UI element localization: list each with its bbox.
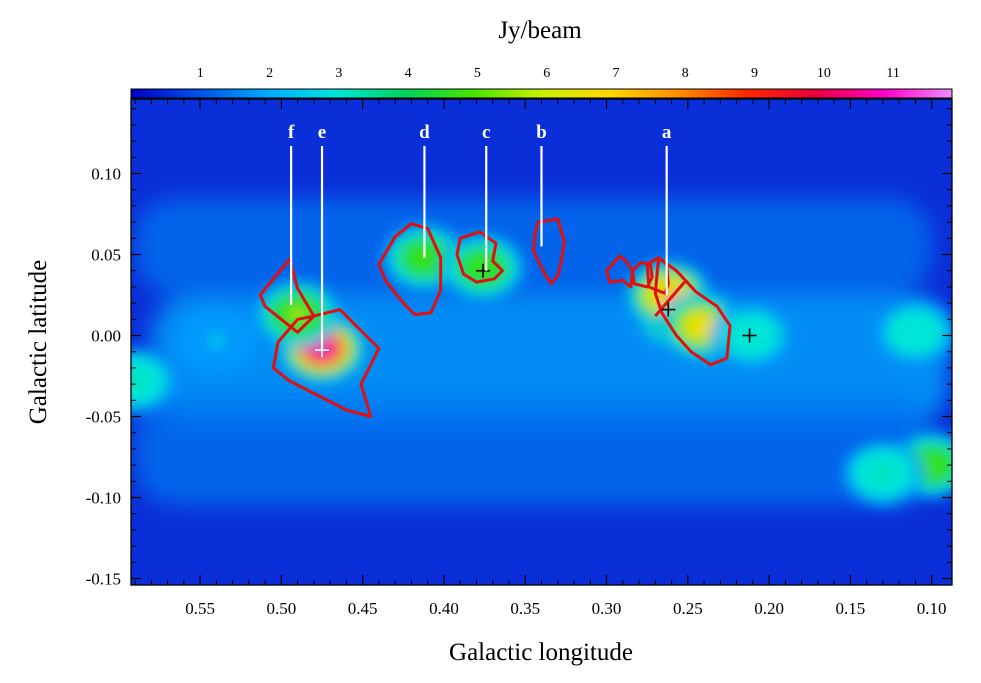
emission-peak-core bbox=[693, 319, 708, 332]
region-a-outline bbox=[605, 254, 634, 289]
region-a-label: a bbox=[662, 122, 672, 143]
emission-peak-core bbox=[131, 374, 143, 387]
x-tick-label: 0.55 bbox=[185, 599, 215, 618]
y-tick-label: -0.05 bbox=[86, 408, 121, 427]
region-e-outline bbox=[271, 308, 381, 418]
heatmap-image bbox=[131, 99, 952, 585]
colorbar-tick-label: 9 bbox=[751, 66, 758, 81]
x-tick-label: 0.15 bbox=[836, 599, 866, 618]
region-a-divider bbox=[654, 281, 686, 318]
region-b-outline bbox=[531, 217, 566, 286]
region-a-sub-outline-2 bbox=[631, 261, 654, 289]
x-tick-label: 0.40 bbox=[429, 599, 459, 618]
x-tick-label: 0.10 bbox=[917, 599, 947, 618]
region-c-label: c bbox=[482, 122, 490, 143]
emission-band bbox=[135, 392, 932, 506]
colorbar-tick-label: 3 bbox=[335, 66, 342, 81]
x-axis-ticks: 0.55 0.50 0.45 0.40 0.35 0.30 0.25 0.20 0.15 0.10 bbox=[134, 99, 947, 618]
y-tick-label: 0.00 bbox=[91, 327, 121, 346]
region-b-label: b bbox=[536, 122, 547, 143]
x-tick-label: 0.30 bbox=[592, 599, 622, 618]
colorbar-tick-label: 1 bbox=[197, 66, 204, 81]
x-tick-label: 0.35 bbox=[510, 599, 540, 618]
region-e-label: e bbox=[318, 122, 326, 143]
y-axis-title: Galactic latitude bbox=[25, 260, 52, 425]
colorbar-tick-label: 2 bbox=[266, 66, 273, 81]
colorbar-tick-label: 6 bbox=[543, 66, 550, 81]
region-d-label: d bbox=[419, 122, 430, 143]
colorbar-tick-label: 4 bbox=[405, 66, 412, 81]
emission-peak-core bbox=[209, 334, 224, 347]
colorbar-tick-label: 8 bbox=[682, 66, 689, 81]
region-f-outline bbox=[258, 257, 316, 334]
y-axis-ticks: 0.10 0.05 0.00 -0.05 -0.10 -0.15 bbox=[86, 108, 952, 589]
y-tick-label: 0.10 bbox=[91, 165, 121, 184]
x-tick-label: 0.50 bbox=[267, 599, 297, 618]
emission-peak-core bbox=[875, 467, 890, 480]
colorbar-tick-label: 10 bbox=[817, 66, 831, 81]
colorbar bbox=[130, 88, 953, 99]
region-f-label: f bbox=[288, 122, 295, 143]
x-axis-title: Galactic longitude bbox=[449, 639, 633, 666]
emission-peak-core bbox=[908, 326, 923, 339]
colorbar-tick-label: 11 bbox=[886, 66, 899, 81]
region-c-outline bbox=[455, 230, 504, 284]
emission-peak-core bbox=[924, 459, 939, 472]
x-tick-label: 0.45 bbox=[348, 599, 378, 618]
region-d-outline bbox=[377, 222, 443, 316]
colorbar-title: Jy/beam bbox=[498, 17, 582, 44]
colorbar-tick-label: 5 bbox=[474, 66, 481, 81]
y-tick-label: -0.10 bbox=[86, 489, 121, 508]
x-tick-label: 0.25 bbox=[673, 599, 703, 618]
emission-peak bbox=[131, 355, 167, 407]
y-tick-label: 0.05 bbox=[91, 246, 121, 265]
colorbar-tick-label: 7 bbox=[612, 66, 619, 81]
y-tick-label: -0.15 bbox=[86, 570, 121, 589]
x-tick-label: 0.20 bbox=[754, 599, 784, 618]
